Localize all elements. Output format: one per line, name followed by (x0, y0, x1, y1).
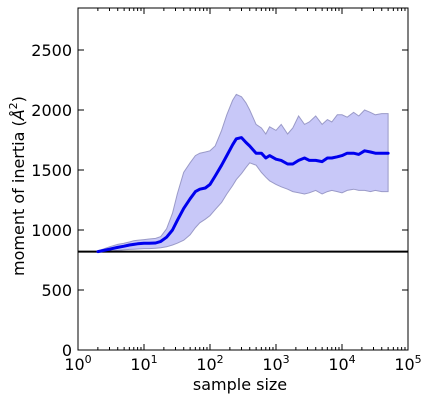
y-tick-label: 0 (62, 341, 72, 360)
x-tick-label: 104 (328, 353, 355, 374)
y-tick-label: 1500 (31, 161, 72, 180)
y-tick-label: 1000 (31, 221, 72, 240)
y-tick-label: 500 (41, 281, 72, 300)
y-axis-label-main: moment of inertia ( (9, 120, 28, 276)
mean-line (96, 136, 390, 254)
x-tick-label: 101 (130, 353, 157, 374)
ticks-layer: 0 500 1000 1500 2000 2500 100 101 102 103 104 105 (31, 8, 422, 374)
plot-frame (77, 7, 409, 351)
x-tick-label: 100 (64, 353, 91, 374)
y-axis-label-unit: Å (9, 109, 28, 121)
x-tick-label: 105 (394, 353, 421, 374)
x-axis-label: sample size (193, 375, 287, 394)
y-axis-label: moment of inertia (Å2) (7, 96, 28, 276)
axes-layer (77, 7, 409, 351)
y-tick-label: 2000 (31, 101, 72, 120)
confidence-band-layer (97, 93, 389, 253)
mean-line-layer (96, 136, 390, 254)
confidence-band (97, 93, 389, 253)
y-tick-label: 2500 (31, 41, 72, 60)
x-tick-label: 102 (196, 353, 223, 374)
x-tick-label: 103 (262, 353, 289, 374)
y-axis-label-unit-exp: 2 (7, 102, 20, 109)
y-axis-label-close: ) (9, 96, 28, 102)
